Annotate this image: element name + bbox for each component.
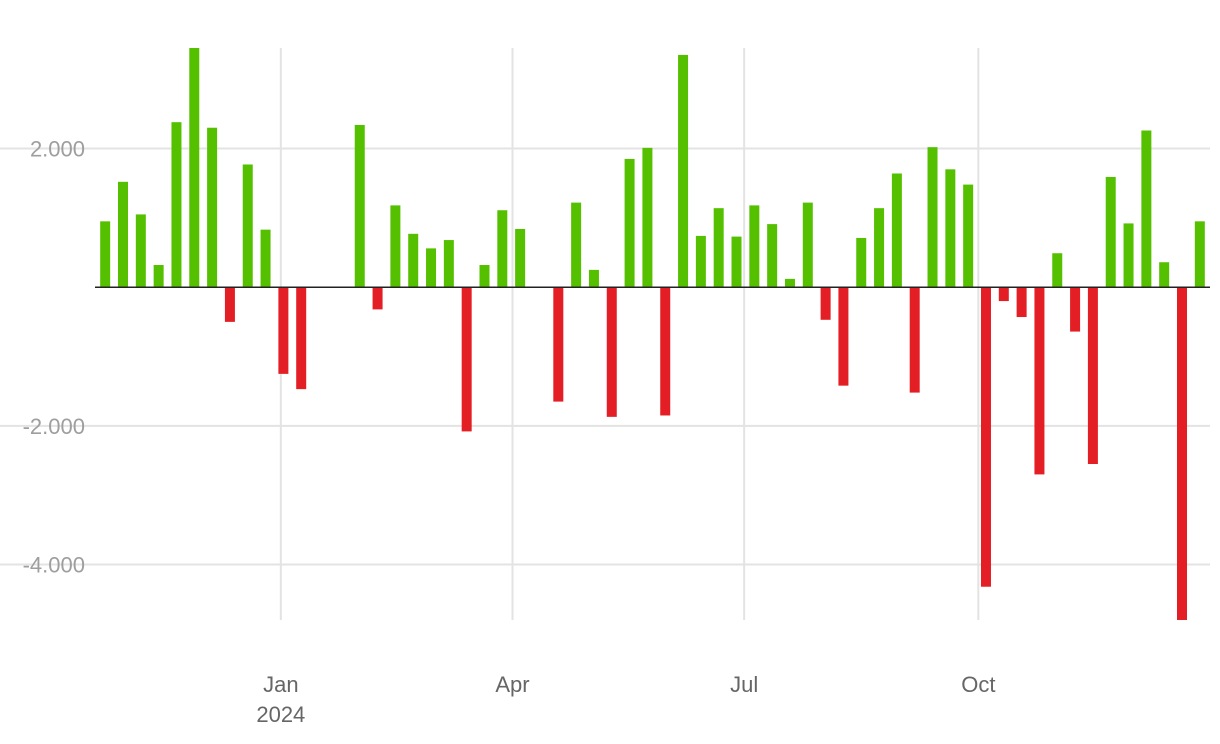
bar (1034, 287, 1045, 475)
bar (515, 228, 526, 288)
bar (278, 287, 289, 374)
y-tick-label: -4.000 (23, 553, 85, 578)
bar (695, 235, 706, 288)
bar (874, 208, 885, 288)
x-tick-label: Jul (730, 672, 758, 697)
bar (927, 147, 938, 288)
bar (678, 54, 689, 288)
bar (767, 224, 778, 288)
y-tick-label: 2.000 (30, 137, 85, 162)
bar (1159, 262, 1170, 288)
bar (802, 202, 813, 288)
bar (909, 287, 920, 393)
bar (571, 202, 582, 288)
grid-lines (0, 48, 1210, 620)
bar (945, 169, 956, 288)
bar (891, 173, 902, 288)
bar (660, 287, 671, 416)
bar (838, 287, 849, 386)
bar (100, 221, 111, 288)
bar (749, 205, 760, 288)
bar (153, 265, 164, 288)
bar (207, 127, 218, 288)
bar (1141, 130, 1152, 288)
x-tick-label: Jan (263, 672, 298, 697)
bar (642, 147, 653, 288)
bar (260, 229, 271, 288)
bar (1016, 287, 1027, 318)
bar (980, 287, 991, 587)
bar (624, 158, 635, 288)
bar (461, 287, 472, 432)
bar (135, 214, 146, 288)
bar (479, 265, 490, 288)
x-tick-label: Apr (495, 672, 529, 697)
bar (118, 181, 128, 288)
bar (296, 287, 307, 390)
bar (390, 205, 401, 288)
bar (731, 236, 742, 288)
bar (372, 287, 383, 310)
bar (1052, 253, 1063, 288)
bar (171, 122, 182, 288)
bar (1177, 287, 1187, 620)
bar (820, 287, 831, 320)
bar (1070, 287, 1081, 332)
x-tick-year-label: 2024 (256, 702, 305, 727)
bars (100, 48, 1205, 620)
bar (856, 237, 867, 288)
bar (1105, 176, 1116, 288)
bar (242, 164, 253, 288)
bar (588, 269, 599, 288)
bar (1087, 287, 1098, 464)
bar (553, 287, 564, 402)
bar (606, 287, 617, 417)
x-axis-ticks: Jan 2024 Apr Jul Oct (256, 672, 995, 727)
bar (189, 48, 200, 288)
bar (354, 124, 365, 288)
x-tick-label: Oct (961, 672, 995, 697)
bar (963, 184, 974, 288)
bar (443, 240, 454, 288)
bar (224, 287, 235, 322)
bar (1123, 223, 1134, 288)
y-tick-label: -2.000 (23, 414, 85, 439)
bar (1194, 221, 1205, 288)
y-axis-ticks: 2.000 -2.000 -4.000 (23, 137, 85, 578)
bar (408, 233, 419, 288)
bar (784, 278, 795, 288)
bar (998, 287, 1009, 302)
bar (497, 210, 508, 288)
bar (713, 208, 724, 288)
bar (426, 248, 437, 288)
